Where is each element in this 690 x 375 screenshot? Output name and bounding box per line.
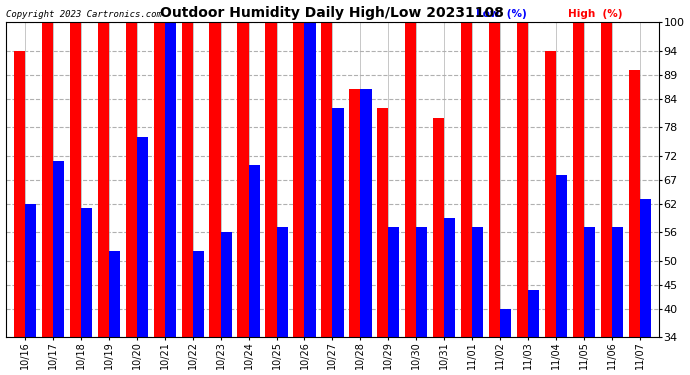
Bar — [322, 22, 333, 375]
Bar — [181, 22, 193, 375]
Bar — [612, 228, 623, 375]
Bar — [70, 22, 81, 375]
Bar — [266, 22, 277, 375]
Bar — [416, 228, 427, 375]
Bar — [126, 22, 137, 375]
Bar — [573, 22, 584, 375]
Bar — [517, 22, 528, 375]
Bar — [293, 22, 304, 375]
Bar — [221, 232, 232, 375]
Bar — [444, 218, 455, 375]
Text: Low  (%): Low (%) — [476, 9, 527, 19]
Title: Outdoor Humidity Daily High/Low 20231108: Outdoor Humidity Daily High/Low 20231108 — [161, 6, 504, 20]
Bar — [349, 89, 360, 375]
Bar — [42, 22, 53, 375]
Bar — [154, 22, 165, 375]
Bar — [388, 228, 400, 375]
Bar — [137, 137, 148, 375]
Bar — [377, 108, 388, 375]
Bar — [248, 165, 259, 375]
Bar — [277, 228, 288, 375]
Bar — [600, 22, 612, 375]
Bar — [333, 108, 344, 375]
Bar — [109, 251, 120, 375]
Bar — [629, 70, 640, 375]
Bar — [433, 118, 444, 375]
Bar — [53, 160, 64, 375]
Bar — [584, 228, 595, 375]
Bar — [544, 51, 556, 375]
Bar — [405, 22, 416, 375]
Bar — [528, 290, 539, 375]
Bar — [360, 89, 371, 375]
Bar — [25, 204, 37, 375]
Bar — [210, 22, 221, 375]
Bar — [14, 51, 25, 375]
Bar — [640, 199, 651, 375]
Bar — [500, 309, 511, 375]
Bar — [489, 22, 500, 375]
Bar — [461, 22, 472, 375]
Bar — [193, 251, 204, 375]
Bar — [304, 22, 315, 375]
Text: Copyright 2023 Cartronics.com: Copyright 2023 Cartronics.com — [6, 10, 161, 19]
Text: High  (%): High (%) — [568, 9, 622, 19]
Bar — [556, 175, 567, 375]
Bar — [98, 22, 109, 375]
Bar — [472, 228, 483, 375]
Bar — [237, 22, 248, 375]
Bar — [165, 22, 176, 375]
Bar — [81, 209, 92, 375]
